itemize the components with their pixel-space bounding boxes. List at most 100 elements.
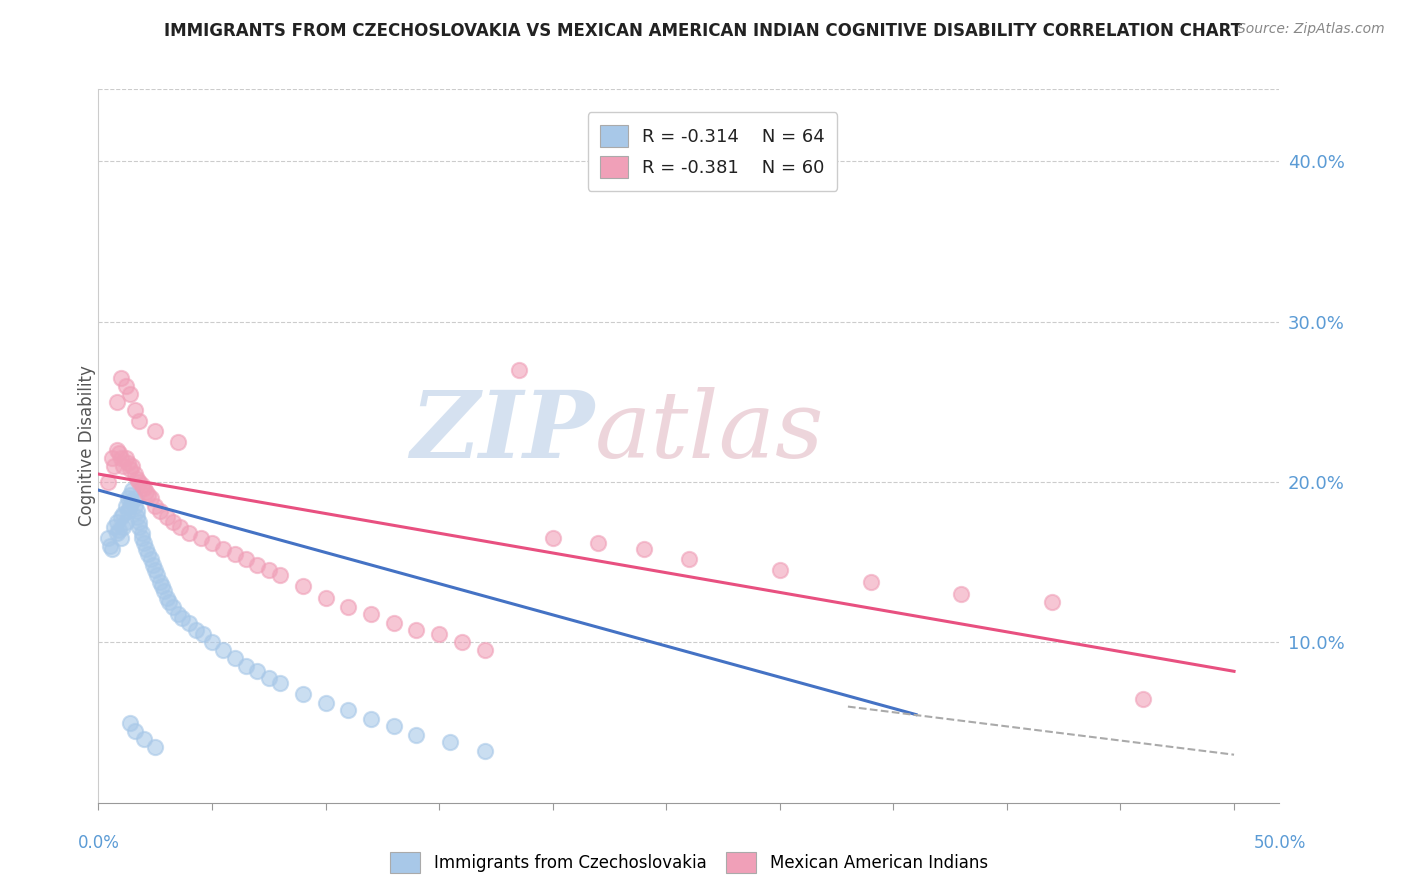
Point: [117, 491, 139, 505]
Point: [132, 536, 155, 550]
Point: [167, 607, 190, 621]
Point: [172, 611, 194, 625]
Point: [224, 547, 246, 561]
Point: [235, 552, 257, 566]
Point: [257, 671, 280, 685]
Point: [128, 520, 150, 534]
Point: [110, 371, 132, 385]
Point: [1040, 595, 1063, 609]
Point: [121, 458, 143, 473]
Point: [128, 414, 150, 428]
Point: [149, 574, 172, 589]
Point: [124, 723, 146, 738]
Point: [139, 491, 162, 505]
Point: [337, 703, 360, 717]
Point: [110, 450, 132, 465]
Point: [124, 403, 146, 417]
Point: [179, 616, 201, 631]
Point: [224, 651, 246, 665]
Point: [132, 482, 155, 496]
Text: 50.0%: 50.0%: [1253, 834, 1306, 852]
Point: [101, 542, 124, 557]
Point: [120, 715, 142, 730]
Point: [108, 523, 131, 537]
Point: [146, 568, 169, 582]
Point: [315, 591, 337, 605]
Point: [950, 587, 973, 601]
Point: [138, 547, 160, 561]
Point: [201, 536, 224, 550]
Point: [382, 719, 405, 733]
Point: [179, 526, 201, 541]
Legend: Immigrants from Czechoslovakia, Mexican American Indians: Immigrants from Czechoslovakia, Mexican …: [384, 846, 994, 880]
Point: [128, 475, 150, 489]
Text: ZIP: ZIP: [411, 387, 595, 476]
Point: [112, 458, 135, 473]
Point: [167, 435, 190, 450]
Point: [190, 531, 212, 545]
Point: [162, 515, 184, 529]
Text: atlas: atlas: [595, 387, 824, 476]
Point: [450, 635, 472, 649]
Point: [382, 616, 405, 631]
Point: [315, 697, 337, 711]
Point: [114, 515, 136, 529]
Point: [114, 450, 136, 465]
Point: [169, 520, 191, 534]
Point: [269, 568, 291, 582]
Point: [191, 627, 214, 641]
Point: [143, 739, 166, 754]
Point: [360, 713, 382, 727]
Point: [125, 472, 148, 486]
Point: [105, 526, 128, 541]
Point: [121, 483, 143, 497]
Point: [131, 526, 153, 541]
Point: [405, 623, 427, 637]
Point: [246, 665, 269, 679]
Point: [155, 591, 177, 605]
Point: [110, 531, 132, 545]
Point: [162, 600, 184, 615]
Point: [291, 579, 314, 593]
Point: [135, 542, 157, 557]
Point: [246, 558, 269, 573]
Point: [155, 510, 177, 524]
Point: [1132, 691, 1154, 706]
Point: [508, 363, 530, 377]
Point: [269, 675, 291, 690]
Point: [212, 643, 235, 657]
Point: [108, 446, 131, 460]
Text: Source: ZipAtlas.com: Source: ZipAtlas.com: [1237, 22, 1385, 37]
Point: [541, 531, 564, 545]
Point: [105, 395, 128, 409]
Point: [103, 520, 125, 534]
Point: [405, 728, 427, 742]
Point: [142, 558, 165, 573]
Point: [105, 515, 128, 529]
Point: [117, 456, 139, 470]
Point: [769, 563, 792, 577]
Point: [103, 458, 125, 473]
Point: [149, 504, 172, 518]
Point: [139, 552, 162, 566]
Y-axis label: Cognitive Disability: Cognitive Disability: [79, 366, 96, 526]
Point: [201, 635, 224, 649]
Point: [586, 536, 609, 550]
Point: [121, 494, 143, 508]
Point: [120, 462, 142, 476]
Point: [235, 659, 257, 673]
Point: [112, 520, 135, 534]
Point: [859, 574, 882, 589]
Point: [101, 450, 124, 465]
Point: [114, 379, 136, 393]
Legend: R = -0.314    N = 64, R = -0.381    N = 60: R = -0.314 N = 64, R = -0.381 N = 60: [588, 112, 838, 191]
Point: [131, 531, 153, 545]
Point: [125, 510, 148, 524]
Point: [153, 584, 176, 599]
Point: [143, 424, 166, 438]
Point: [150, 579, 173, 593]
Point: [120, 499, 142, 513]
Point: [439, 735, 461, 749]
Point: [212, 542, 235, 557]
Point: [120, 488, 142, 502]
